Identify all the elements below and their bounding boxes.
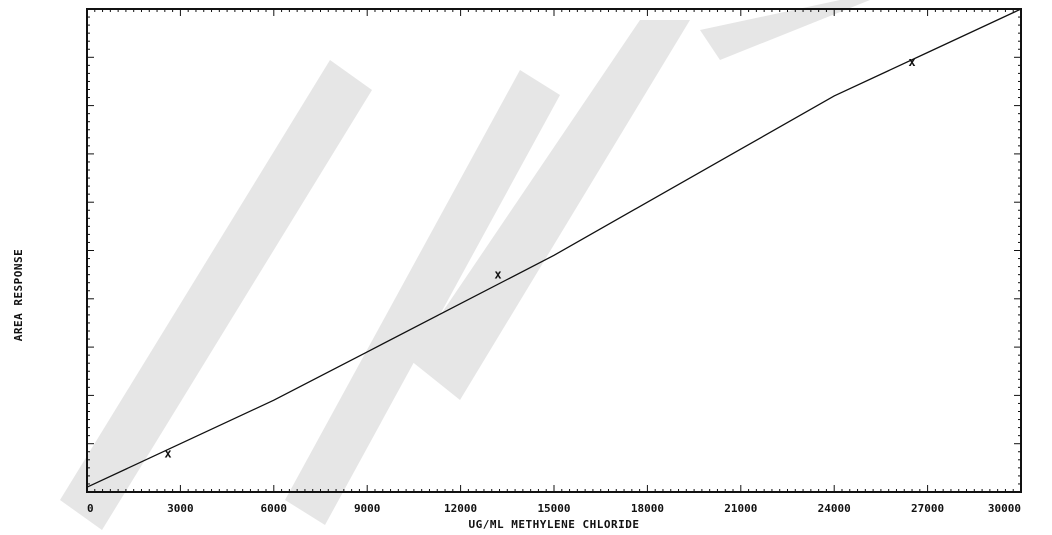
- x-axis-title: UG/ML METHYLENE CHLORIDE: [469, 518, 640, 531]
- x-tick-label: 24000: [818, 502, 851, 515]
- data-point-marker: x: [164, 446, 171, 460]
- data-point-marker: x: [908, 55, 915, 69]
- x-tick-label: 6000: [261, 502, 288, 515]
- x-tick-label: 27000: [911, 502, 944, 515]
- x-tick-label: 0: [87, 502, 94, 515]
- x-tick-label: 30000: [988, 502, 1021, 515]
- data-markers: x x x: [164, 55, 915, 460]
- x-tick-label: 9000: [354, 502, 381, 515]
- data-point-marker: x: [494, 268, 501, 282]
- y-axis-ticks: [87, 8, 1021, 493]
- x-tick-label: 18000: [631, 502, 664, 515]
- calibration-line: [86, 8, 1022, 488]
- x-tick-label: 21000: [724, 502, 757, 515]
- y-axis-title: AREA RESPONSE: [12, 249, 25, 342]
- x-axis-tick-labels: 0 3000 6000 9000 12000 15000 18000 21000 24000 27…: [87, 502, 1021, 515]
- x-axis-ticks: [86, 9, 1022, 492]
- x-tick-label: 3000: [167, 502, 194, 515]
- watermark: [60, 0, 870, 530]
- x-tick-label: 15000: [537, 502, 570, 515]
- x-tick-label: 12000: [444, 502, 477, 515]
